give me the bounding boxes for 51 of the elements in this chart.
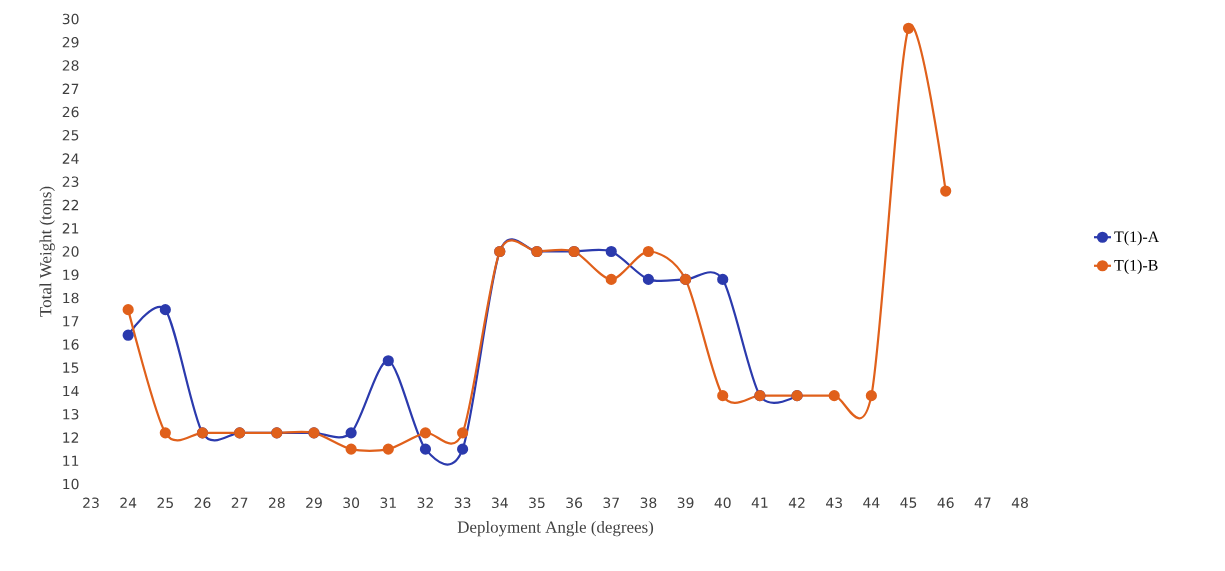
legend-label: T(1)-A	[1114, 230, 1160, 246]
x-tick-label: 39	[677, 497, 694, 509]
y-tick-label: 29	[62, 36, 79, 48]
x-tick-label: 24	[120, 497, 137, 508]
x-tick-label: 25	[157, 497, 173, 509]
x-tick-label: 46	[937, 497, 954, 509]
x-axis-title: Deployment Angle (degrees)	[457, 520, 654, 537]
x-tick-label: 33	[454, 497, 471, 509]
y-tick-label: 22	[62, 199, 79, 211]
y-tick-label: 21	[62, 223, 79, 234]
y-tick-label: 14	[63, 385, 79, 397]
x-tick-label: 23	[83, 497, 99, 509]
x-tick-label: 43	[826, 497, 842, 509]
y-tick-label: 19	[63, 269, 79, 281]
x-tick-label: 36	[566, 497, 583, 509]
x-tick-label: 47	[974, 497, 991, 508]
y-tick-label: 20	[62, 246, 79, 257]
x-tick-label: 48	[1011, 497, 1028, 509]
y-tick-label: 18	[63, 292, 79, 304]
x-tick-label: 42	[788, 497, 805, 508]
y-tick-label: 30	[62, 13, 79, 25]
y-tick-label: 23	[62, 176, 79, 188]
x-tick-label: 44	[863, 497, 880, 508]
x-tick-label: 38	[640, 497, 657, 509]
y-tick-label: 10	[63, 478, 79, 490]
y-tick-label: 11	[63, 455, 79, 466]
x-tick-label: 30	[343, 497, 360, 509]
x-tick-label: 28	[268, 497, 285, 509]
x-tick-label: 31	[380, 497, 396, 509]
x-tick-label: 29	[306, 497, 322, 509]
x-tick-label: 27	[231, 497, 248, 508]
y-tick-label: 25	[62, 129, 79, 141]
x-tick-label: 41	[751, 497, 768, 508]
y-tick-label: 28	[62, 60, 79, 71]
y-tick-label: 27	[62, 83, 79, 94]
x-tick-label: 35	[529, 497, 545, 509]
x-tick-label: 32	[417, 497, 433, 509]
legend-label: T(1)-B	[1114, 259, 1158, 274]
y-tick-label: 12	[63, 432, 79, 443]
y-tick-label: 16	[63, 339, 79, 350]
x-tick-label: 45	[900, 497, 917, 508]
y-axis-title: Total Weight (tons)	[39, 186, 55, 317]
x-tick-label: 34	[491, 497, 508, 509]
y-tick-label: 15	[63, 362, 79, 373]
x-tick-label: 26	[194, 497, 211, 509]
x-tick-label: 37	[603, 497, 619, 509]
y-tick-label: 26	[62, 106, 79, 118]
y-tick-label: 17	[63, 316, 79, 327]
y-tick-label: 13	[63, 408, 79, 420]
x-tick-label: 40	[714, 497, 731, 509]
y-tick-label: 24	[62, 153, 79, 164]
